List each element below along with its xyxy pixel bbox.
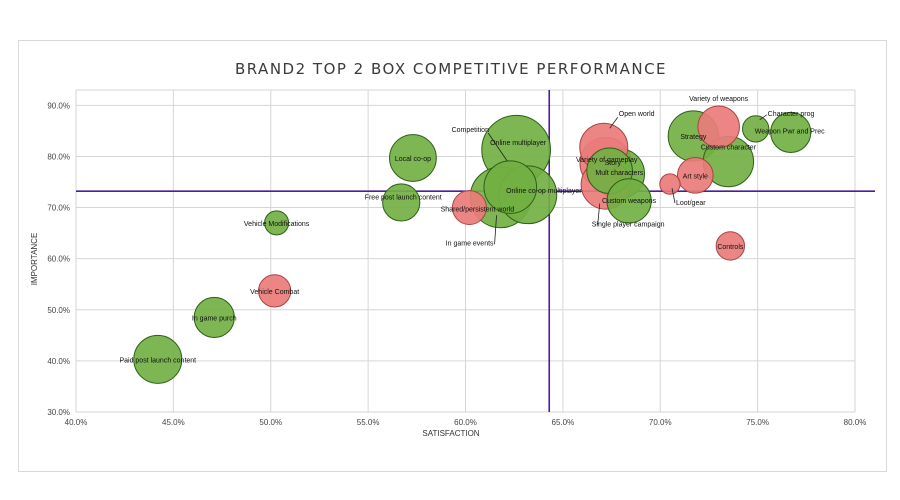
bubble-label: Open world bbox=[619, 111, 655, 118]
bubble-label: Online multiplayer bbox=[490, 140, 547, 147]
x-tick-label: 75.0% bbox=[746, 418, 769, 427]
bubble bbox=[677, 157, 714, 194]
bubble bbox=[697, 105, 740, 149]
bubble bbox=[483, 160, 538, 214]
bubble-chart: BRAND2 TOP 2 BOX COMPETITIVE PERFORMANCE… bbox=[30, 60, 875, 438]
bubble-label: Controls bbox=[717, 244, 744, 251]
bubble bbox=[606, 178, 652, 224]
x-axis-label: SATISFACTION bbox=[422, 429, 479, 438]
axis-ticks: 40.0% 45.0% 50.0% 55.0% 60.0% 65.0% 70.0% 75.0%… bbox=[47, 101, 866, 427]
leader-line bbox=[487, 132, 508, 162]
bubble-label: Character prog bbox=[768, 111, 815, 118]
leader-line bbox=[671, 187, 676, 204]
x-tick-label: 55.0% bbox=[357, 418, 380, 427]
bubble bbox=[659, 173, 681, 195]
bubble bbox=[382, 183, 421, 222]
bubble-label: Weapon Pwr and Prec bbox=[755, 128, 825, 135]
bubble bbox=[389, 134, 437, 182]
y-tick-label: 70.0% bbox=[47, 204, 70, 213]
y-tick-label: 50.0% bbox=[47, 306, 70, 315]
bubble-label: Variety of weapons bbox=[689, 96, 749, 103]
leader-line bbox=[609, 117, 619, 129]
y-tick-label: 90.0% bbox=[47, 101, 70, 110]
x-tick-label: 70.0% bbox=[649, 418, 672, 427]
bubble bbox=[742, 115, 770, 143]
bubble-label: In game purch bbox=[192, 315, 237, 322]
bubble-label: Story bbox=[605, 160, 622, 167]
chart-title: BRAND2 TOP 2 BOX COMPETITIVE PERFORMANCE bbox=[235, 60, 667, 78]
x-tick-label: 45.0% bbox=[162, 418, 185, 427]
bubble-label: Loot/gear bbox=[676, 200, 706, 207]
bubble-label: Custom weapons bbox=[602, 198, 657, 205]
bubble-label: Competition bbox=[452, 127, 489, 134]
bubble-label: Online co-op multiplayer bbox=[506, 188, 582, 195]
bubble-label: Single player campaign bbox=[592, 222, 665, 229]
bubble bbox=[264, 210, 290, 236]
x-tick-label: 65.0% bbox=[552, 418, 575, 427]
bubble bbox=[258, 274, 292, 308]
bubble-label: Custom character bbox=[701, 145, 757, 152]
bubble-label: Paid post launch content bbox=[119, 357, 196, 364]
x-tick-label: 80.0% bbox=[844, 418, 867, 427]
bubble bbox=[451, 190, 487, 226]
bubble bbox=[770, 111, 812, 154]
y-tick-label: 30.0% bbox=[47, 408, 70, 417]
bubble bbox=[133, 334, 183, 384]
bubble-label: Variety of gameplay bbox=[576, 157, 638, 164]
x-tick-label: 50.0% bbox=[259, 418, 282, 427]
bubble-label: Strategy bbox=[680, 134, 707, 141]
bubble-label: Vehicle Modifications bbox=[244, 221, 310, 228]
bubble-labels: Paid post launch content In game purch Veh… bbox=[119, 96, 825, 365]
leader-line bbox=[597, 203, 601, 225]
y-tick-label: 80.0% bbox=[47, 152, 70, 161]
bubble-label: Vehicle Combat bbox=[250, 289, 299, 296]
x-tick-label: 60.0% bbox=[454, 418, 477, 427]
leader-line bbox=[494, 215, 497, 245]
x-tick-label: 40.0% bbox=[65, 418, 88, 427]
bubble-label: Free post launch content bbox=[365, 194, 442, 201]
y-tick-label: 60.0% bbox=[47, 255, 70, 264]
bubble-label: In game events bbox=[446, 240, 494, 247]
bubble-label: Art style bbox=[683, 173, 708, 180]
chart-frame: BRAND2 TOP 2 BOX COMPETITIVE PERFORMANCE… bbox=[18, 40, 887, 472]
bubble bbox=[715, 231, 746, 261]
leader-line bbox=[759, 114, 767, 121]
bubble-label: Local co-op bbox=[395, 156, 431, 163]
y-tick-label: 40.0% bbox=[47, 357, 70, 366]
bubbles bbox=[133, 105, 812, 384]
bubble-label: Mult characters bbox=[595, 170, 643, 177]
bubble-label: Shared/persistent world bbox=[441, 207, 515, 214]
y-axis-label: IMPORTANCE bbox=[30, 233, 39, 286]
bubble bbox=[193, 296, 235, 339]
